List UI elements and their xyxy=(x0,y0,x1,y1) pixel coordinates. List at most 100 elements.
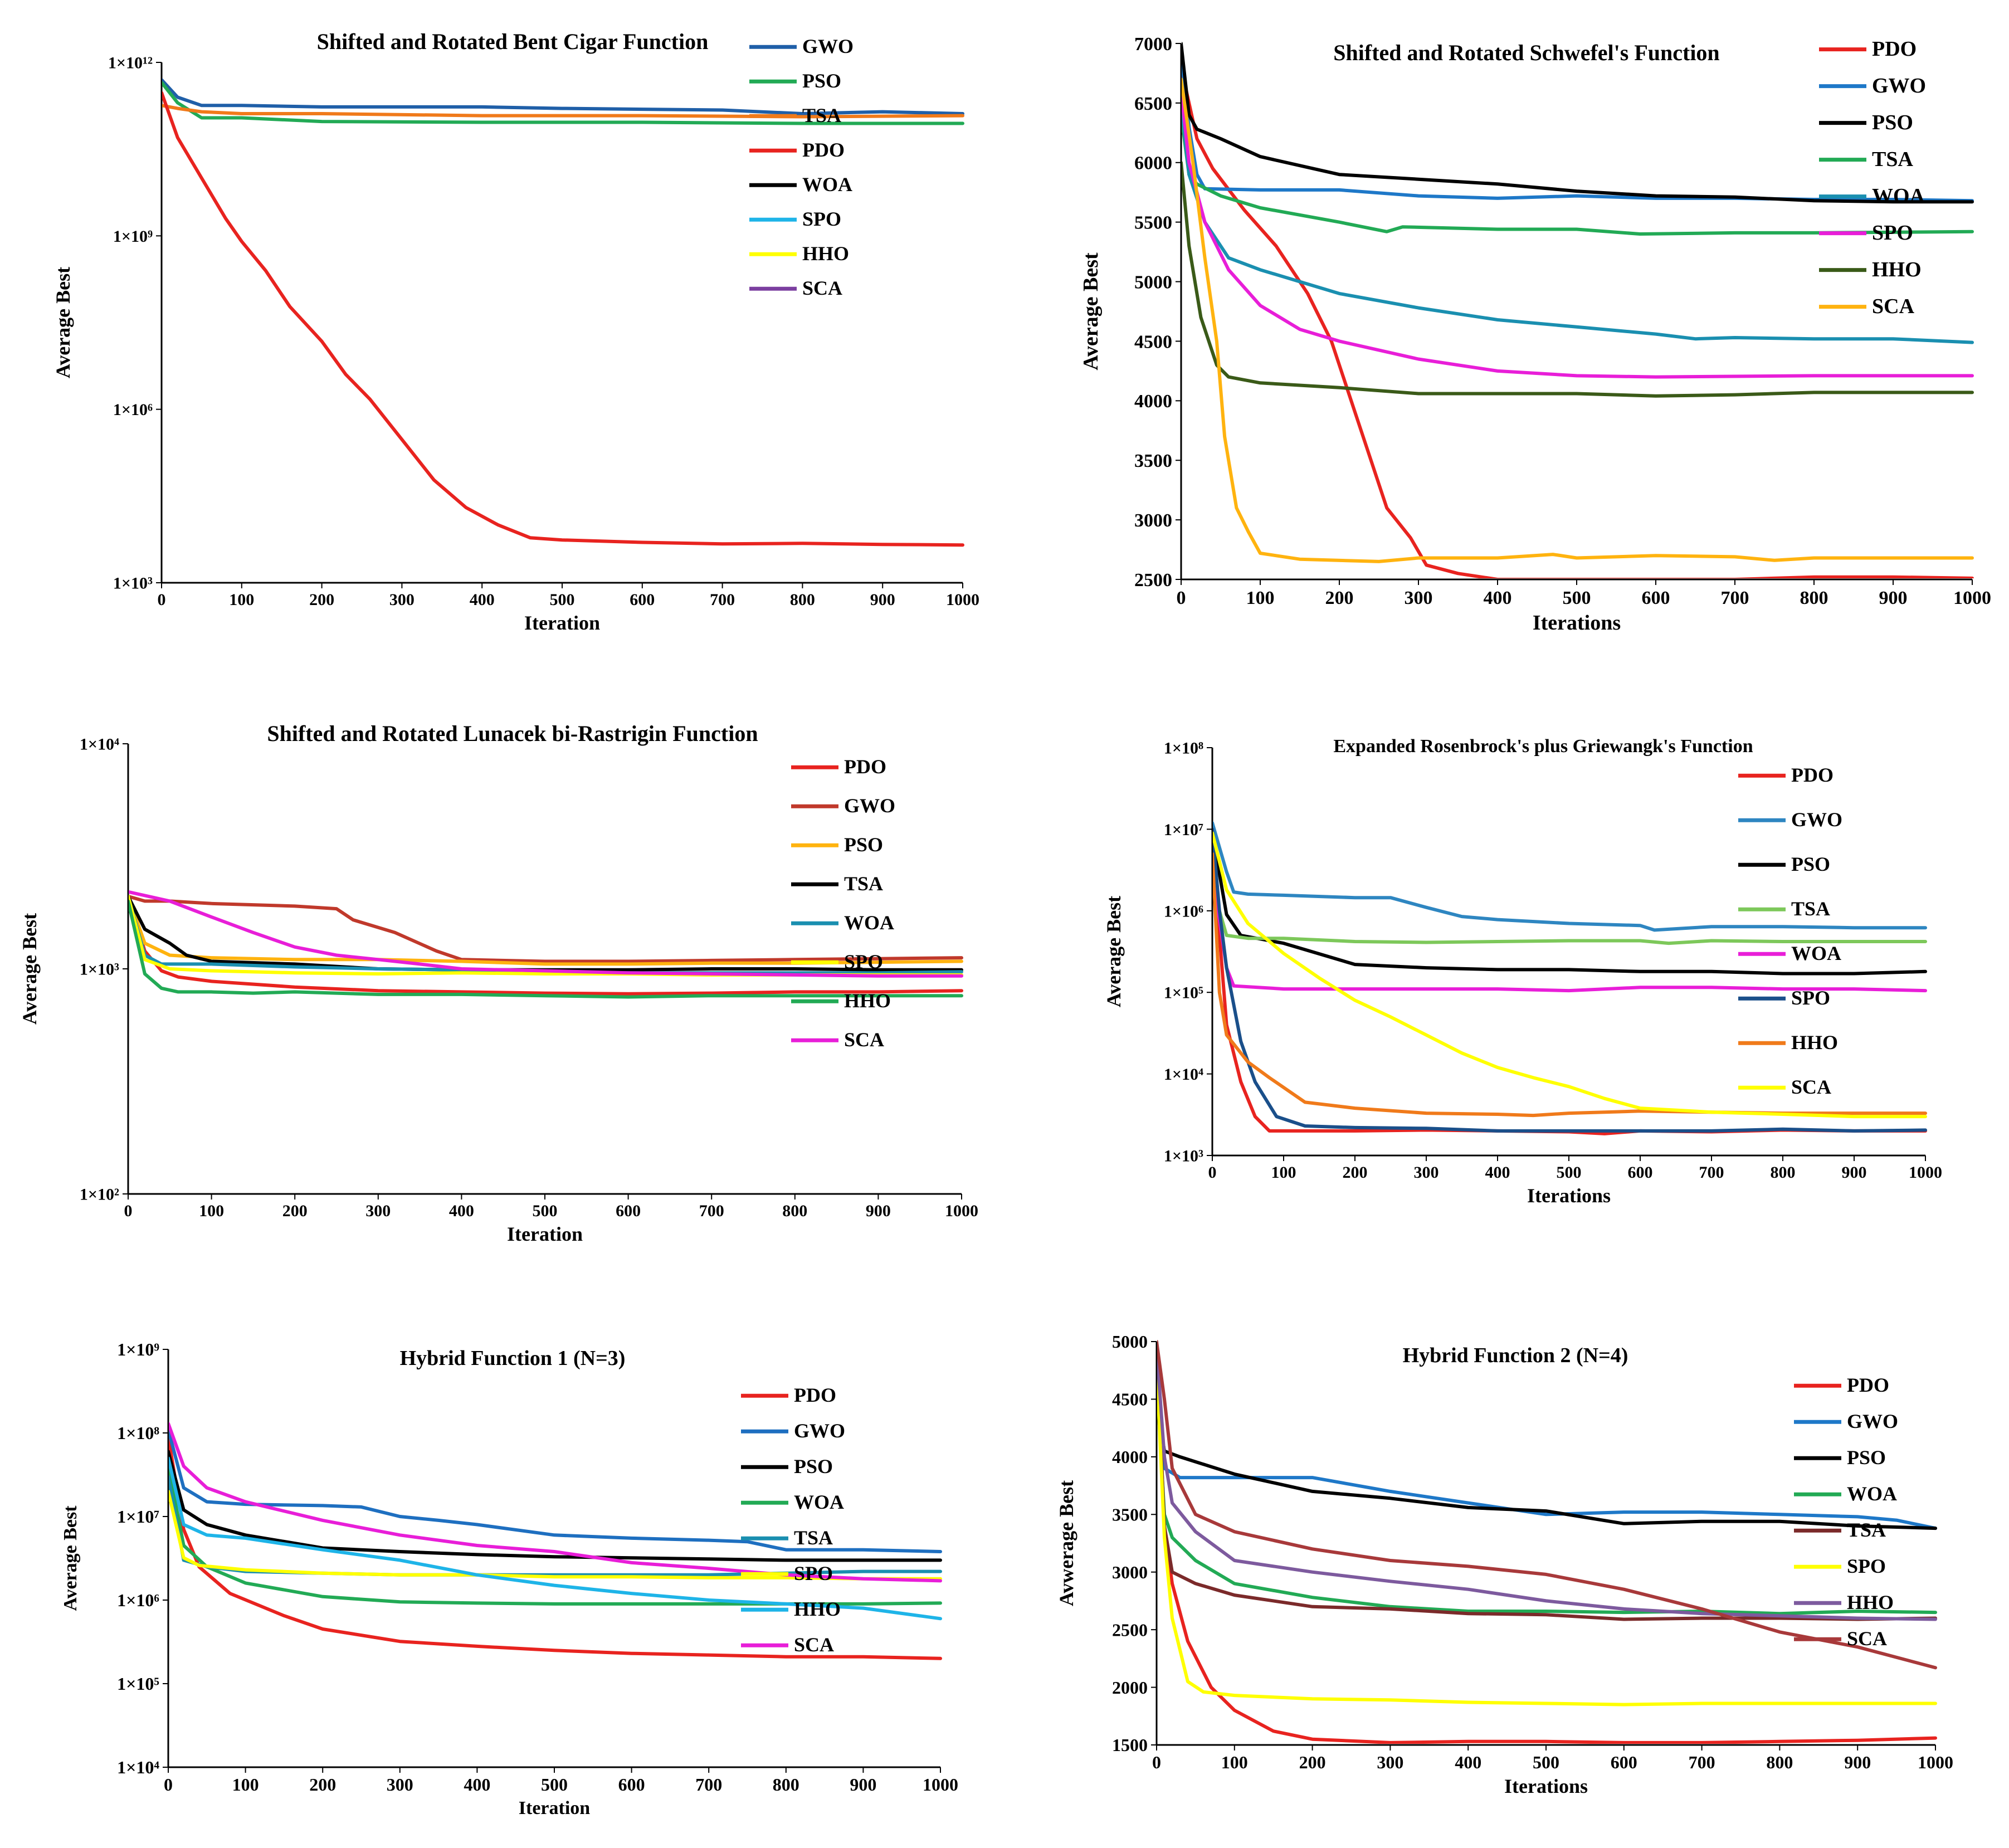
series-line-sca xyxy=(1157,1340,1937,1670)
y-axis-label: Average Best xyxy=(52,267,74,378)
legend-label-pso: PSO xyxy=(1872,111,1913,134)
legend-label-pdo: PDO xyxy=(1791,764,1834,786)
chart-panel-3: Shifted and Rotated Lunacek bi-Rastrigin… xyxy=(18,721,978,1245)
legend-label-sca: SCA xyxy=(802,277,842,299)
series-line-spo xyxy=(1182,89,1974,379)
series-line-woa xyxy=(1157,1374,1937,1616)
series-line-pso xyxy=(1182,42,1974,204)
x-tick-label: 400 xyxy=(1484,588,1512,608)
x-tick-label: 500 xyxy=(1557,1163,1582,1182)
x-tick-label: 700 xyxy=(699,1202,724,1220)
x-tick-label: 0 xyxy=(1208,1163,1217,1182)
x-tick-label: 700 xyxy=(695,1774,722,1795)
y-tick-label: 1×10³ xyxy=(113,574,153,593)
x-tick-label: 1000 xyxy=(945,1202,978,1220)
legend-label-spo: SPO xyxy=(802,208,841,230)
y-tick-label: 1×10⁹ xyxy=(117,1339,159,1359)
legend-label-pdo: PDO xyxy=(1847,1374,1889,1396)
y-axis-label: Avwerage Best xyxy=(1055,1480,1077,1606)
legend-label-tsa: TSA xyxy=(844,872,883,895)
legend-label-woa: WOA xyxy=(1872,184,1925,208)
legend: GWO PSO TSA PDO WOA SPO HHO SCA xyxy=(749,35,854,299)
x-tick-label: 900 xyxy=(1879,588,1908,608)
x-axis-label: Iterations xyxy=(1533,611,1621,635)
y-axis-label: Average Best xyxy=(18,913,41,1025)
legend-label-hho: HHO xyxy=(794,1598,841,1620)
legend-label-spo: SPO xyxy=(1847,1555,1886,1577)
x-tick-label: 1000 xyxy=(1909,1163,1942,1182)
x-tick-label: 1000 xyxy=(923,1774,958,1795)
x-tick-label: 700 xyxy=(710,591,735,609)
legend-label-hho: HHO xyxy=(802,242,849,265)
x-tick-label: 600 xyxy=(1628,1163,1653,1182)
x-tick-label: 0 xyxy=(124,1202,133,1220)
legend-label-spo: SPO xyxy=(1872,221,1913,245)
series-line-hho xyxy=(169,1456,942,1621)
legend-label-woa: WOA xyxy=(794,1491,844,1513)
y-tick-label: 1×10⁷ xyxy=(1164,821,1203,839)
series-line-sca xyxy=(129,890,963,978)
y-axis-label: Average Best xyxy=(1103,896,1125,1007)
legend-label-woa: WOA xyxy=(1791,942,1841,964)
x-tick-label: 200 xyxy=(1325,588,1354,608)
x-tick-label: 400 xyxy=(1455,1752,1481,1772)
legend-label-gwo: GWO xyxy=(1791,808,1842,831)
series-line-pso xyxy=(169,1450,942,1562)
series-line-pdo xyxy=(162,91,964,547)
x-tick-label: 800 xyxy=(790,591,815,609)
chart-panel-5: Hybrid Function 1 (N=3) 0 100 200 300 400 500 6… xyxy=(60,1339,958,1818)
legend-label-pso: PSO xyxy=(802,70,841,92)
legend-label-woa: WOA xyxy=(802,173,852,196)
y-tick-label: 3500 xyxy=(1134,451,1172,471)
y-tick-label: 1×10⁹ xyxy=(113,227,153,246)
x-axis-label: Iterations xyxy=(1527,1184,1611,1207)
x-tick-label: 900 xyxy=(1842,1163,1867,1182)
x-tick-label: 500 xyxy=(1563,588,1591,608)
x-tick-label: 600 xyxy=(616,1202,641,1220)
x-tick-label: 400 xyxy=(470,591,495,609)
series-line-pdo xyxy=(1182,65,1974,578)
x-tick-label: 200 xyxy=(282,1202,308,1220)
x-tick-label: 900 xyxy=(850,1774,876,1795)
x-tick-label: 100 xyxy=(1246,588,1275,608)
y-tick-label: 1×10⁴ xyxy=(80,735,119,754)
legend-label-pdo: PDO xyxy=(1872,37,1917,61)
series-line-pdo xyxy=(1157,1340,1937,1744)
x-tick-label: 100 xyxy=(1271,1163,1296,1182)
y-tick-label: 7000 xyxy=(1134,34,1172,55)
x-tick-label: 200 xyxy=(1299,1752,1326,1772)
legend-label-sca: SCA xyxy=(1872,295,1915,318)
y-tick-label: 1×10⁶ xyxy=(113,401,153,419)
y-tick-label: 4500 xyxy=(1112,1389,1148,1410)
series-line-hho xyxy=(129,899,963,999)
legend: PDO GWO PSO WOA TSA SPO HHO SCA xyxy=(741,1384,845,1656)
y-tick-label: 6500 xyxy=(1134,94,1172,114)
y-tick-label: 1×10³ xyxy=(80,960,119,979)
chart-title: Hybrid Function 1 (N=3) xyxy=(400,1347,626,1370)
x-tick-label: 0 xyxy=(164,1774,173,1795)
x-tick-label: 900 xyxy=(1844,1752,1871,1772)
legend-label-sca: SCA xyxy=(1791,1076,1831,1098)
x-tick-label: 800 xyxy=(773,1774,799,1795)
x-tick-label: 100 xyxy=(1221,1752,1248,1772)
legend-label-gwo: GWO xyxy=(794,1420,845,1442)
x-axis-label: Iteration xyxy=(524,612,600,634)
x-tick-label: 1000 xyxy=(1918,1752,1953,1772)
x-tick-label: 600 xyxy=(630,591,655,609)
legend-label-hho: HHO xyxy=(844,989,891,1012)
x-tick-label: 300 xyxy=(389,591,415,609)
x-tick-label: 600 xyxy=(1611,1752,1637,1772)
series-line-pdo xyxy=(129,894,963,996)
legend-label-gwo: GWO xyxy=(1847,1410,1898,1432)
x-tick-label: 500 xyxy=(533,1202,558,1220)
legend-label-pso: PSO xyxy=(1791,853,1830,875)
legend-label-tsa: TSA xyxy=(794,1527,833,1549)
x-tick-label: 100 xyxy=(232,1774,259,1795)
y-tick-label: 1×10⁵ xyxy=(1164,984,1203,1002)
legend-label-sca: SCA xyxy=(794,1634,834,1656)
y-tick-label: 1×10² xyxy=(80,1186,119,1204)
legend-label-tsa: TSA xyxy=(1791,898,1830,920)
x-tick-label: 900 xyxy=(870,591,895,609)
series-line-pso xyxy=(1157,1397,1937,1530)
